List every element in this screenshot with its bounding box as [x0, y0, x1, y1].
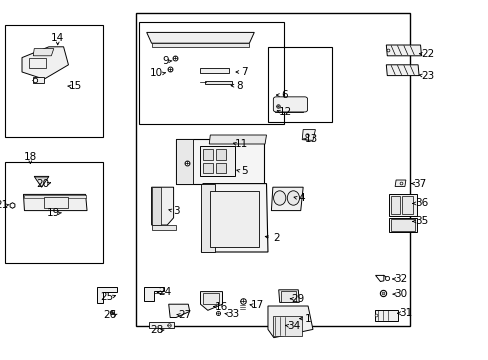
Polygon shape: [144, 287, 163, 301]
Text: 11: 11: [234, 139, 247, 149]
Text: 28: 28: [149, 325, 163, 336]
Text: 20: 20: [37, 179, 49, 189]
Bar: [5, 25, 102, 137]
Polygon shape: [394, 180, 405, 186]
Text: 25: 25: [100, 292, 113, 302]
Polygon shape: [205, 81, 232, 84]
Text: 16: 16: [214, 302, 228, 312]
Text: 36: 36: [414, 198, 427, 208]
Polygon shape: [22, 47, 68, 79]
Polygon shape: [201, 184, 267, 252]
Text: 6: 6: [281, 90, 287, 100]
Ellipse shape: [273, 191, 285, 205]
Polygon shape: [97, 287, 117, 303]
Text: 33: 33: [225, 309, 239, 319]
Polygon shape: [151, 187, 161, 225]
Text: 37: 37: [412, 179, 426, 189]
Text: 21: 21: [0, 200, 9, 210]
Bar: [374, 310, 397, 321]
Text: 3: 3: [172, 206, 179, 216]
Polygon shape: [168, 304, 189, 318]
Text: 8: 8: [236, 81, 243, 91]
Bar: [388, 194, 416, 216]
Text: 31: 31: [398, 308, 412, 318]
Bar: [203, 149, 212, 160]
Bar: [216, 149, 225, 160]
Polygon shape: [35, 178, 48, 186]
Polygon shape: [201, 184, 215, 252]
Bar: [272, 316, 302, 336]
Bar: [216, 163, 225, 173]
Text: 12: 12: [278, 107, 292, 117]
Bar: [136, 13, 409, 326]
Text: 14: 14: [51, 33, 64, 43]
Polygon shape: [146, 32, 254, 43]
Text: 26: 26: [102, 310, 116, 320]
Polygon shape: [386, 45, 421, 56]
Polygon shape: [151, 225, 176, 230]
Text: 34: 34: [286, 321, 300, 331]
Bar: [210, 191, 259, 247]
Polygon shape: [271, 187, 303, 211]
Text: 7: 7: [241, 67, 247, 77]
Polygon shape: [200, 292, 222, 310]
Polygon shape: [176, 139, 193, 184]
Bar: [281, 291, 295, 302]
Bar: [139, 22, 283, 124]
Text: 18: 18: [23, 152, 37, 162]
Polygon shape: [151, 43, 249, 47]
Polygon shape: [33, 49, 54, 56]
Polygon shape: [23, 194, 87, 211]
Bar: [390, 196, 399, 214]
Text: 35: 35: [414, 216, 427, 226]
Polygon shape: [151, 187, 173, 225]
Text: 13: 13: [304, 134, 317, 144]
Polygon shape: [209, 135, 266, 144]
Bar: [267, 47, 331, 122]
Text: 27: 27: [178, 310, 191, 320]
Bar: [203, 163, 212, 173]
Bar: [402, 196, 412, 214]
Bar: [388, 218, 416, 232]
FancyBboxPatch shape: [273, 97, 307, 112]
Text: 17: 17: [250, 300, 264, 310]
Text: 23: 23: [421, 71, 434, 81]
Text: 15: 15: [69, 81, 82, 91]
Polygon shape: [34, 176, 49, 187]
Text: 5: 5: [241, 166, 247, 176]
Text: 10: 10: [150, 68, 163, 78]
Polygon shape: [278, 290, 299, 302]
Polygon shape: [24, 195, 85, 198]
Bar: [390, 219, 414, 231]
Polygon shape: [267, 306, 312, 338]
Text: 2: 2: [272, 233, 279, 243]
Text: 30: 30: [394, 289, 407, 299]
Text: 19: 19: [47, 208, 61, 218]
Polygon shape: [33, 77, 44, 83]
Polygon shape: [302, 130, 315, 140]
Bar: [44, 197, 68, 208]
Polygon shape: [274, 101, 303, 112]
Text: 32: 32: [393, 274, 407, 284]
Text: 29: 29: [291, 294, 305, 304]
Bar: [199, 146, 234, 176]
Text: 9: 9: [162, 56, 168, 66]
Polygon shape: [199, 68, 228, 73]
Bar: [5, 162, 102, 263]
Text: 1: 1: [304, 314, 311, 324]
Polygon shape: [149, 322, 173, 328]
Text: 4: 4: [298, 193, 305, 203]
Polygon shape: [386, 65, 418, 76]
Ellipse shape: [287, 191, 299, 205]
Text: 24: 24: [158, 287, 172, 297]
Bar: [203, 293, 218, 304]
Polygon shape: [176, 139, 264, 184]
Text: 22: 22: [421, 49, 434, 59]
